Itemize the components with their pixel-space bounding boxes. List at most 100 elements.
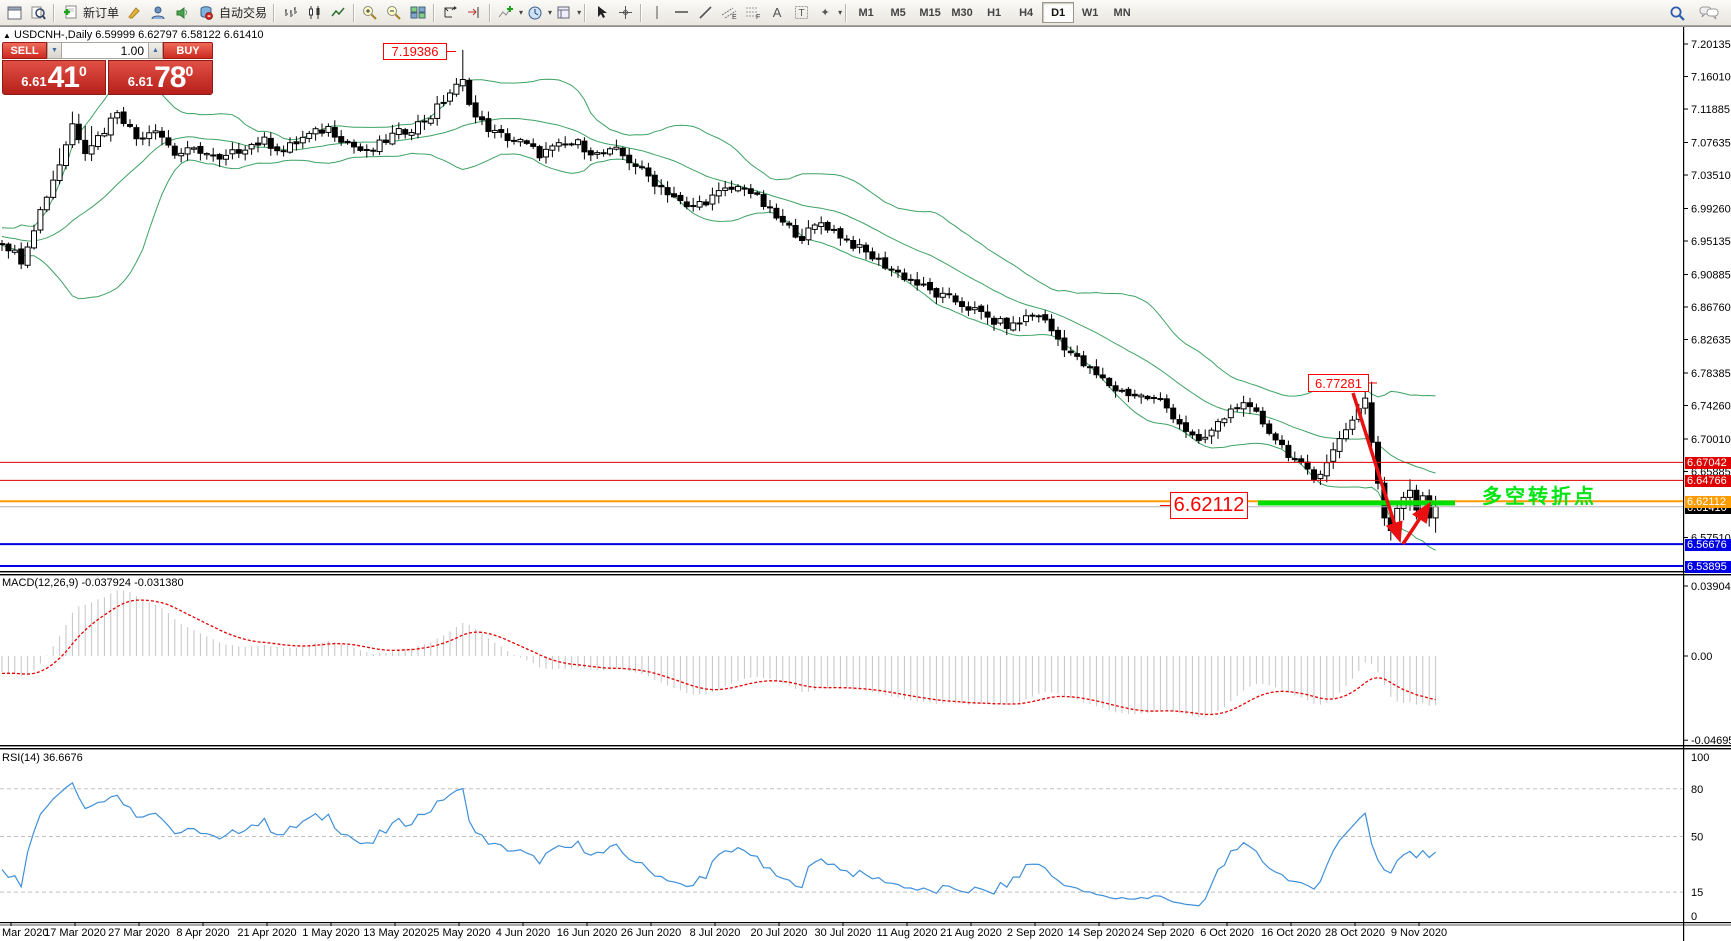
candle-body	[504, 133, 511, 142]
print-preview-icon[interactable]	[26, 2, 50, 24]
candle-body	[363, 148, 370, 151]
price-annotation-box[interactable]: 6.77281	[1308, 374, 1369, 392]
templates-icon[interactable]	[552, 2, 576, 24]
price-annotation-box[interactable]: 6.62112	[1170, 492, 1248, 519]
date-label: 30 Jul 2020	[815, 927, 872, 939]
macd-signal-line	[1, 599, 1436, 716]
pane-separator	[0, 571, 1731, 573]
timeframe-button-mn[interactable]: MN	[1113, 6, 1131, 19]
timeframe-button-m1[interactable]: M1	[858, 6, 874, 19]
periods-caret-icon[interactable]: ▾	[548, 8, 553, 17]
candle-body	[453, 83, 460, 95]
down-arrow-object[interactable]	[1351, 392, 1403, 544]
templates-caret-icon[interactable]: ▾	[577, 8, 582, 17]
alerts-icon[interactable]	[170, 2, 194, 24]
vertical-line-tool-icon[interactable]	[645, 2, 669, 24]
new-order-label[interactable]: 新订单	[83, 6, 120, 20]
sell-price-button[interactable]: 6.61 41 0	[2, 60, 106, 95]
text-tool-icon[interactable]: A	[772, 5, 782, 20]
timeframe-button-m15[interactable]: M15	[919, 6, 941, 19]
candle-body	[760, 194, 767, 208]
candle-body	[1010, 322, 1017, 331]
candle-body	[1106, 377, 1113, 387]
price-annotation-box[interactable]: 7.19386	[383, 43, 447, 60]
bb-upper-line	[1, 71, 1436, 398]
sell-price-prefix: 6.61	[21, 74, 47, 89]
volume-input[interactable]: 1.00	[62, 42, 148, 59]
candle-body	[1183, 422, 1189, 432]
timeframe-button-h1[interactable]: H1	[987, 6, 1002, 19]
profile-icon[interactable]	[146, 2, 170, 24]
shapes-caret-icon[interactable]: ▾	[838, 8, 843, 17]
indicators-icon[interactable]	[494, 2, 518, 24]
timeframe-button-m30[interactable]: M30	[951, 6, 973, 19]
chart-shift-icon[interactable]	[462, 2, 486, 24]
rsi-line	[1, 781, 1436, 907]
candle-body	[24, 246, 31, 266]
candle-body	[1176, 419, 1183, 425]
candle-body	[1016, 322, 1023, 325]
candle-body	[850, 240, 857, 249]
trendline-tool-icon[interactable]	[693, 2, 717, 24]
pivot-note-text[interactable]: 多空转折点	[1482, 486, 1597, 508]
zoom-out-icon[interactable]	[382, 2, 406, 24]
candle-body	[248, 143, 255, 150]
search-icon[interactable]	[1665, 2, 1689, 24]
date-label: 20 Jul 2020	[751, 927, 808, 939]
candle-body	[927, 282, 933, 291]
text-label-tool-icon[interactable]: T	[789, 2, 813, 24]
pane-separator	[0, 745, 1731, 747]
symbol-collapse-icon[interactable]: ▲	[3, 31, 11, 40]
price-tick-label: 6.95135	[1691, 236, 1731, 248]
channel-tool-icon[interactable]: E	[717, 2, 741, 24]
chart-window-icon[interactable]	[2, 2, 26, 24]
periods-icon[interactable]	[523, 2, 547, 24]
volume-decrease-button[interactable]: ▼	[47, 42, 62, 59]
candle-body	[1317, 473, 1324, 480]
up-arrow-object[interactable]	[1401, 501, 1431, 545]
candle-body	[203, 153, 210, 156]
candle-body	[114, 112, 121, 119]
line-chart-type-icon[interactable]	[326, 2, 350, 24]
macd-indicator	[1, 590, 1437, 718]
new-order-icon[interactable]	[58, 2, 82, 24]
date-label: 11 Aug 2020	[877, 927, 938, 939]
rsi-tick-label: 50	[1691, 832, 1703, 844]
buy-button[interactable]: BUY	[163, 42, 213, 59]
horizontal-line-tool-icon[interactable]	[669, 2, 693, 24]
candle-body	[1138, 394, 1145, 398]
candle-body	[978, 305, 985, 313]
timeframe-button-h4[interactable]: H4	[1019, 6, 1034, 19]
chat-icon[interactable]	[1697, 2, 1721, 24]
volume-increase-button[interactable]: ▲	[148, 42, 163, 59]
candle-body	[88, 145, 95, 155]
cursor-icon[interactable]	[589, 2, 613, 24]
candle-body	[658, 185, 665, 188]
timeframe-button-d1[interactable]: D1	[1042, 2, 1075, 23]
date-label: 27 Mar 2020	[108, 927, 170, 939]
candle-body	[536, 146, 543, 159]
autotrade-icon[interactable]	[194, 2, 218, 24]
timeframe-button-w1[interactable]: W1	[1081, 6, 1099, 19]
candle-body	[255, 142, 261, 146]
bar-chart-type-icon[interactable]	[278, 2, 302, 24]
tile-windows-icon[interactable]	[406, 2, 430, 24]
auto-trading-label[interactable]: 自动交易	[219, 6, 268, 20]
shapes-tool-icon[interactable]: ✦	[820, 7, 830, 19]
crosshair-icon[interactable]	[613, 2, 637, 24]
candle-body	[530, 143, 537, 147]
candle-body	[1055, 329, 1061, 340]
sell-button[interactable]: SELL	[2, 42, 47, 59]
buy-price-button[interactable]: 6.61 78 0	[108, 60, 213, 95]
auto-arrange-icon[interactable]	[438, 2, 462, 24]
price-tick-label: 7.20135	[1691, 39, 1731, 51]
fibonacci-tool-icon[interactable]: F	[741, 2, 765, 24]
zoom-in-icon[interactable]	[358, 2, 382, 24]
candle-body	[863, 244, 869, 253]
highlighter-icon[interactable]	[122, 2, 146, 24]
timeframe-button-m5[interactable]: M5	[890, 6, 906, 19]
candlestick-type-icon[interactable]	[302, 2, 326, 24]
indicators-caret-icon[interactable]: ▾	[519, 8, 524, 17]
candle-body	[523, 140, 530, 144]
